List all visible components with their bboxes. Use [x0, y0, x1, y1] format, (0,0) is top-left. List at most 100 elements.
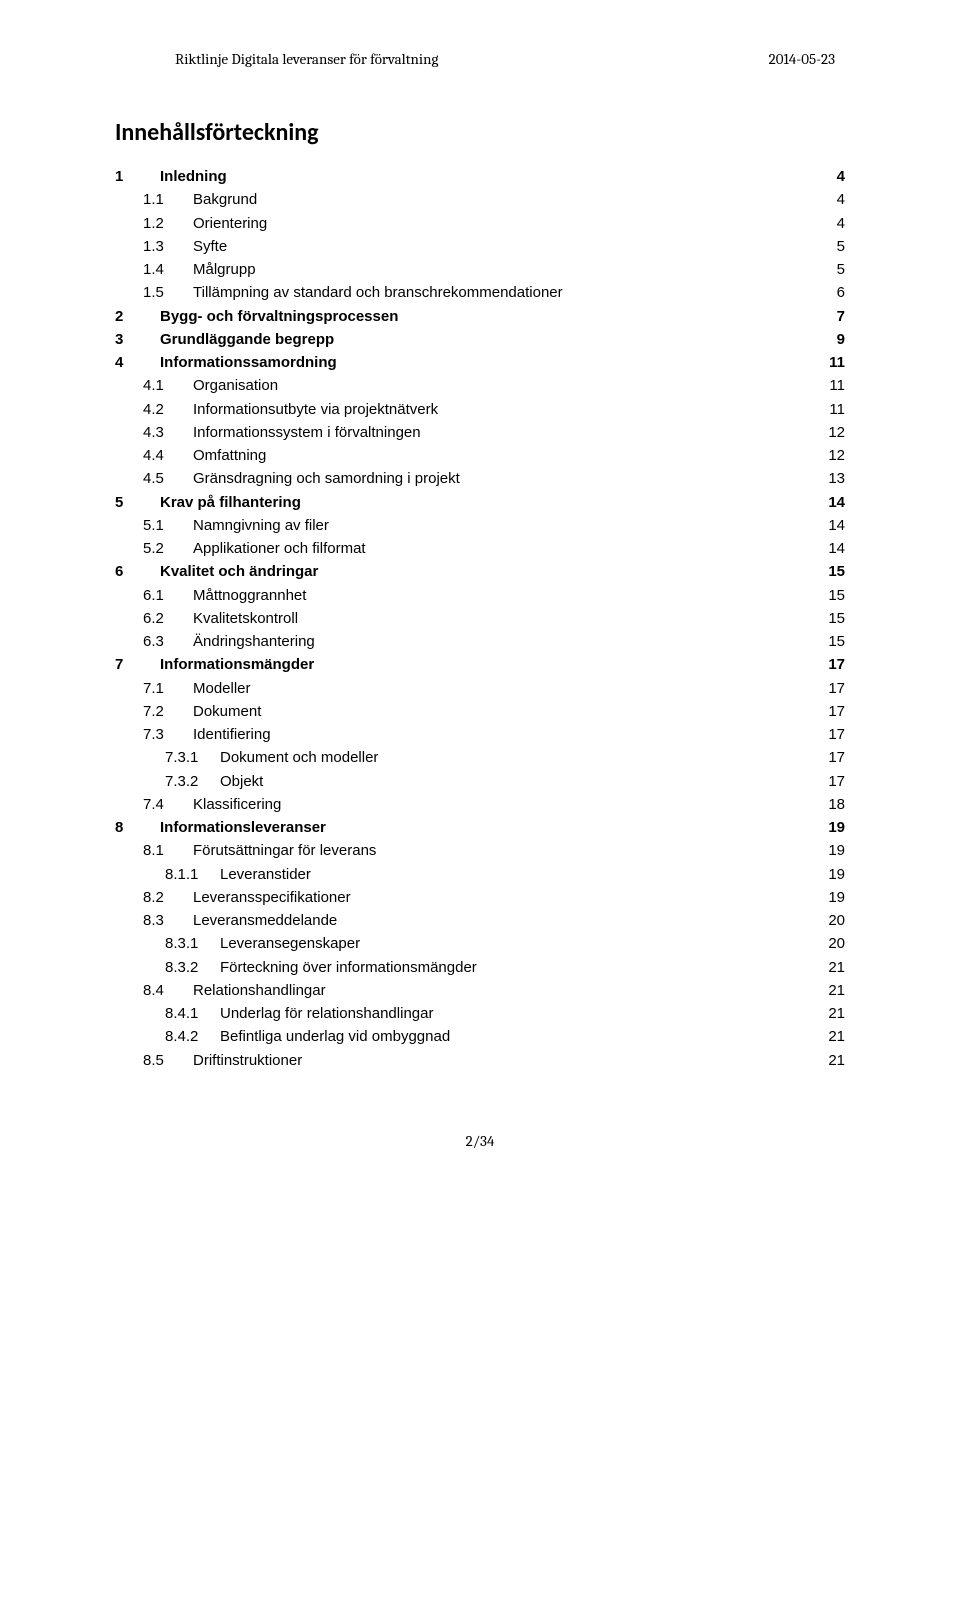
header-doc-title: Riktlinje Digitala leveranser för förval… [175, 50, 438, 68]
toc-entry-label: Informationssystem i förvaltningen [193, 421, 421, 444]
toc-entry-page: 19 [824, 839, 845, 862]
toc-entry-label: Informationsleveranser [160, 816, 326, 839]
toc-entry-page: 17 [824, 746, 845, 769]
toc-entry-label: Underlag för relationshandlingar [220, 1002, 433, 1025]
toc-entry-label: Identifiering [193, 723, 271, 746]
toc-entry-page: 19 [824, 863, 845, 886]
toc-entry-page: 15 [824, 560, 845, 583]
toc-entry-number: 7.4 [143, 793, 193, 816]
toc-entry-page: 14 [824, 537, 845, 560]
toc-entry-page: 21 [824, 1049, 845, 1072]
toc-entry-number: 7 [115, 653, 160, 676]
toc-entry-label: Förutsättningar för leverans [193, 839, 376, 862]
toc-entry-label: Orientering [193, 212, 267, 235]
toc-entry: 1.5Tillämpning av standard och branschre… [115, 281, 845, 304]
toc-entry-page: 21 [824, 1025, 845, 1048]
toc-entry: 1.2Orientering 4 [115, 212, 845, 235]
toc-entry-page: 19 [824, 886, 845, 909]
toc-entry-number: 5.2 [143, 537, 193, 560]
toc-entry-number: 1.3 [143, 235, 193, 258]
toc-entry-number: 8.2 [143, 886, 193, 909]
toc-entry: 1Inledning 4 [115, 165, 845, 188]
toc-entry: 7.4Klassificering18 [115, 793, 845, 816]
toc-entry-page: 15 [824, 607, 845, 630]
toc-entry-page: 12 [824, 444, 845, 467]
toc-entry-number: 8.3.1 [165, 932, 220, 955]
toc-entry-label: Tillämpning av standard och branschrekom… [193, 281, 563, 304]
toc-entry-label: Driftinstruktioner [193, 1049, 302, 1072]
toc-entry-page: 17 [824, 653, 845, 676]
toc-entry-label: Applikationer och filformat [193, 537, 366, 560]
toc-entry-label: Måttnoggrannhet [193, 584, 306, 607]
toc-entry-number: 7.1 [143, 677, 193, 700]
toc-entry-label: Leveransegenskaper [220, 932, 360, 955]
toc-entry-page: 21 [824, 979, 845, 1002]
toc-entry-page: 5 [833, 258, 845, 281]
toc-entry-number: 5.1 [143, 514, 193, 537]
toc-entry-number: 4.3 [143, 421, 193, 444]
toc-entry: 6.3Ändringshantering15 [115, 630, 845, 653]
page-header: Riktlinje Digitala leveranser för förval… [115, 50, 845, 68]
toc-entry: 7.3.1Dokument och modeller17 [115, 746, 845, 769]
toc-entry-number: 8.4 [143, 979, 193, 1002]
toc-entry-number: 1.1 [143, 188, 193, 211]
toc-entry-page: 20 [824, 909, 845, 932]
toc-entry: 4.5Gränsdragning och samordning i projek… [115, 467, 845, 490]
toc-entry: 1.1Bakgrund 4 [115, 188, 845, 211]
toc-entry-page: 12 [824, 421, 845, 444]
toc-entry-page: 11 [825, 398, 845, 421]
toc-entry: 2Bygg- och förvaltningsprocessen7 [115, 305, 845, 328]
toc-entry-page: 11 [825, 351, 845, 374]
toc-entry-page: 20 [824, 932, 845, 955]
toc-entry-page: 17 [824, 723, 845, 746]
toc-entry-page: 4 [833, 165, 845, 188]
toc-entry-label: Inledning [160, 165, 227, 188]
toc-entry-label: Bygg- och förvaltningsprocessen [160, 305, 398, 328]
toc-entry: 7.3Identifiering17 [115, 723, 845, 746]
toc-entry-number: 6.2 [143, 607, 193, 630]
toc-entry-page: 21 [824, 956, 845, 979]
toc-entry-label: Informationssamordning [160, 351, 337, 374]
toc-entry-label: Kvalitet och ändringar [160, 560, 318, 583]
toc-entry: 6.2Kvalitetskontroll15 [115, 607, 845, 630]
toc-entry-number: 6 [115, 560, 160, 583]
toc-entry: 8.3.2Förteckning över informationsmängde… [115, 956, 845, 979]
toc-entry-number: 8.4.1 [165, 1002, 220, 1025]
toc-entry-number: 4.5 [143, 467, 193, 490]
toc-entry-number: 8.1 [143, 839, 193, 862]
toc-entry-page: 14 [824, 491, 845, 514]
toc-entry-page: 4 [833, 212, 845, 235]
toc-entry-page: 17 [824, 677, 845, 700]
toc-entry-label: Bakgrund [193, 188, 257, 211]
toc-entry: 5Krav på filhantering14 [115, 491, 845, 514]
toc-entry-number: 8.3 [143, 909, 193, 932]
toc-entry: 8.4Relationshandlingar21 [115, 979, 845, 1002]
toc-entry-page: 5 [833, 235, 845, 258]
toc-entry-label: Förteckning över informationsmängder [220, 956, 477, 979]
toc-entry: 8.2Leveransspecifikationer 19 [115, 886, 845, 909]
toc-entry-page: 11 [825, 374, 845, 397]
toc-entry-label: Leveransspecifikationer [193, 886, 351, 909]
toc-entry-number: 8.1.1 [165, 863, 220, 886]
toc-entry-label: Informationsmängder [160, 653, 314, 676]
toc-entry-page: 21 [824, 1002, 845, 1025]
toc-entry-number: 1.2 [143, 212, 193, 235]
toc-entry: 8.1Förutsättningar för leverans 19 [115, 839, 845, 862]
toc-entry: 3Grundläggande begrepp9 [115, 328, 845, 351]
toc-entry: 6.1Måttnoggrannhet15 [115, 584, 845, 607]
toc-entry-label: Befintliga underlag vid ombyggnad [220, 1025, 450, 1048]
toc-entry-label: Krav på filhantering [160, 491, 301, 514]
toc-entry: 4.1Organisation11 [115, 374, 845, 397]
toc-entry-label: Objekt [220, 770, 263, 793]
toc-entry-number: 1.5 [143, 281, 193, 304]
toc-entry-number: 1 [115, 165, 160, 188]
toc-entry-label: Ändringshantering [193, 630, 315, 653]
toc-entry-number: 8 [115, 816, 160, 839]
toc-entry-number: 8.5 [143, 1049, 193, 1072]
toc-entry-label: Leveransmeddelande [193, 909, 337, 932]
toc-entry-page: 13 [824, 467, 845, 490]
toc-entry-page: 17 [824, 770, 845, 793]
toc-entry: 5.2Applikationer och filformat 14 [115, 537, 845, 560]
toc-entry-page: 4 [833, 188, 845, 211]
toc-entry: 7Informationsmängder 17 [115, 653, 845, 676]
